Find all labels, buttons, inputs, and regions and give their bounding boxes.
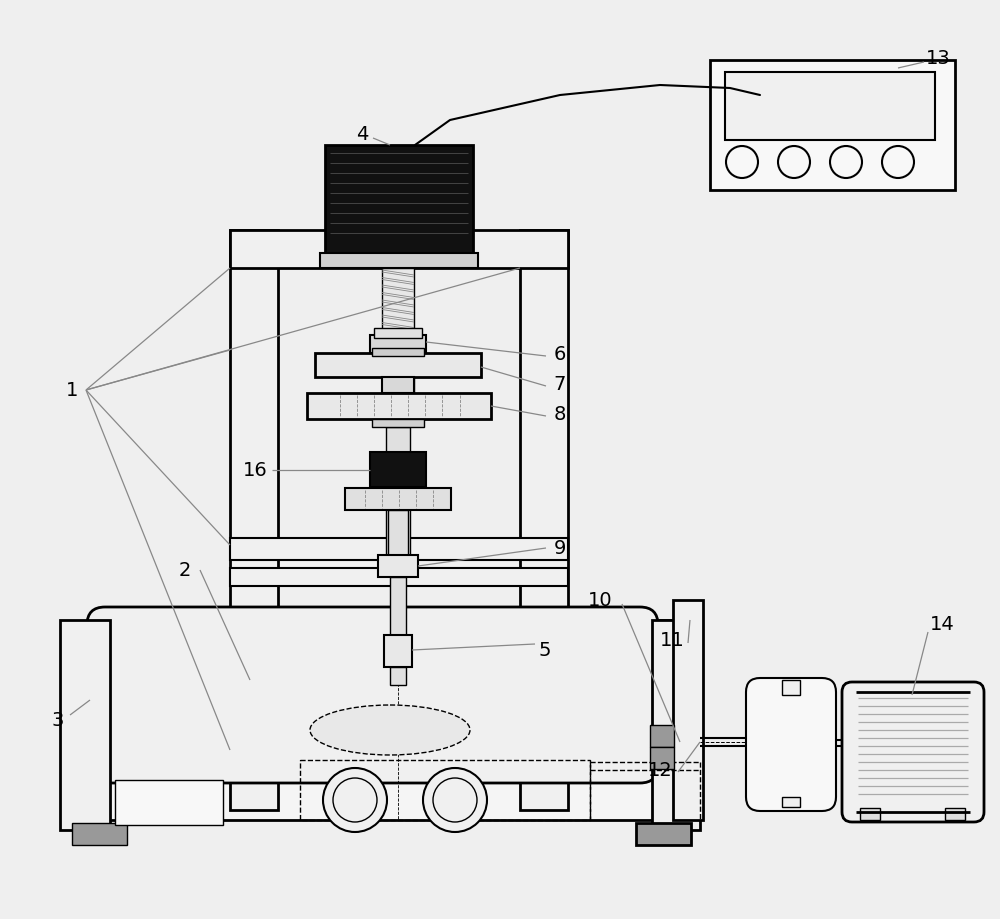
Bar [230,568,568,586]
Text: 6: 6 [554,346,566,365]
Text: 8: 8 [554,405,566,425]
Bar [300,760,590,820]
Bar [636,823,691,845]
Bar [945,808,965,820]
Bar [520,230,568,810]
Bar [325,145,473,255]
Text: 1: 1 [66,380,78,400]
Bar [725,72,935,140]
Bar [673,600,703,820]
Bar [390,577,406,637]
Bar [370,452,426,487]
FancyBboxPatch shape [746,678,836,811]
Text: 12: 12 [648,761,672,779]
Bar [384,635,412,667]
Text: 11: 11 [660,630,684,650]
Bar [386,427,410,557]
Bar [115,780,223,825]
Bar [72,823,127,845]
Text: 7: 7 [554,376,566,394]
Bar [650,725,674,747]
Bar [710,60,955,190]
Bar [382,268,414,408]
Bar [382,377,414,393]
FancyBboxPatch shape [87,607,658,783]
Text: 4: 4 [356,126,368,144]
Bar [372,419,424,427]
Bar [782,797,800,807]
FancyBboxPatch shape [842,682,984,822]
Bar [90,620,670,820]
Circle shape [423,768,487,832]
Bar [860,808,880,820]
Ellipse shape [310,705,470,755]
Bar [230,538,568,560]
Bar [230,230,568,268]
Bar [320,253,478,268]
Text: 2: 2 [179,561,191,580]
Bar [650,747,674,769]
Bar [374,328,422,338]
Text: 5: 5 [539,641,551,660]
Text: 3: 3 [52,710,64,730]
Text: 9: 9 [554,539,566,558]
Text: 16: 16 [243,460,267,480]
Bar [345,488,451,510]
Text: 14: 14 [930,616,954,634]
Text: 13: 13 [926,49,950,67]
Bar [388,510,408,560]
Bar [390,667,406,685]
Circle shape [323,768,387,832]
Bar [230,230,278,810]
Bar [372,348,424,356]
Bar [370,335,426,353]
Bar [60,620,110,830]
Text: 10: 10 [588,591,612,609]
Bar [307,393,491,419]
Bar [782,680,800,695]
Bar [652,620,700,830]
Bar [315,353,481,377]
Bar [378,555,418,577]
